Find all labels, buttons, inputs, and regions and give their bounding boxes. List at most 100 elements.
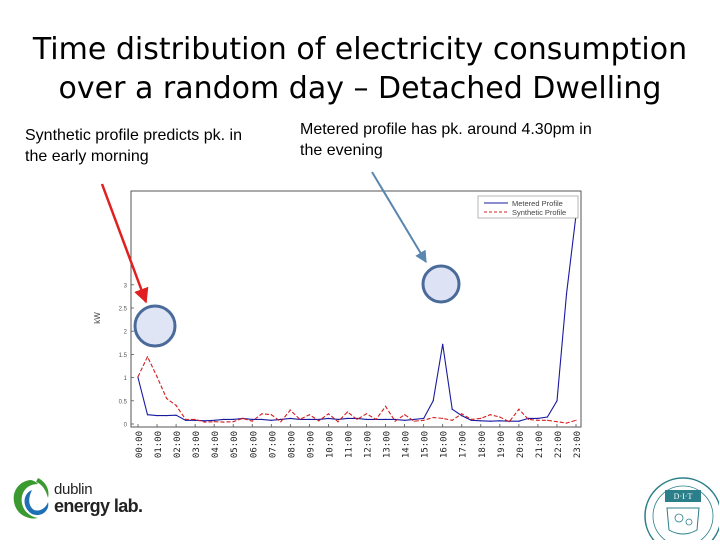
metered-point-1 bbox=[146, 414, 149, 416]
synthetic-point-7 bbox=[204, 421, 206, 423]
y-tick-label-4: 2 bbox=[124, 330, 128, 336]
x-tick-label-6: 06:00 bbox=[249, 431, 259, 458]
metered-point-33 bbox=[451, 408, 453, 410]
metered-point-27 bbox=[394, 418, 396, 420]
x-tick-label-2: 02:00 bbox=[173, 431, 183, 458]
synthetic-point-28 bbox=[404, 414, 406, 416]
metered-point-45 bbox=[565, 293, 568, 295]
synthetic-point-4 bbox=[175, 404, 177, 406]
synthetic-point-35 bbox=[470, 418, 472, 420]
x-tick-label-5: 05:00 bbox=[230, 431, 240, 458]
synthetic-point-15 bbox=[280, 421, 282, 423]
synthetic-point-33 bbox=[451, 419, 453, 421]
x-tick-label-17: 17:00 bbox=[459, 431, 469, 458]
metered-point-44 bbox=[556, 400, 558, 402]
y-tick-label-5: 2.5 bbox=[119, 307, 128, 313]
synthetic-point-2 bbox=[156, 376, 158, 378]
synthetic-point-43 bbox=[546, 419, 549, 421]
synthetic-point-13 bbox=[261, 413, 263, 415]
metered-point-35 bbox=[470, 419, 472, 421]
metered-point-7 bbox=[204, 420, 206, 422]
synthetic-point-1 bbox=[146, 356, 149, 358]
series-layer bbox=[137, 214, 577, 424]
metered-point-20 bbox=[327, 417, 329, 419]
metered-point-16 bbox=[289, 417, 291, 419]
synthetic-point-25 bbox=[375, 418, 377, 420]
slide-title: Time distribution of electricity consump… bbox=[32, 32, 688, 106]
annotation-synthetic-peak: Synthetic profile predicts pk. in the ea… bbox=[25, 127, 242, 165]
legend-box bbox=[477, 195, 579, 219]
metered-point-26 bbox=[385, 418, 387, 420]
y-tick-label-0: 0 bbox=[124, 423, 128, 429]
synthetic-point-20 bbox=[327, 413, 329, 415]
metered-point-29 bbox=[413, 418, 415, 420]
dublin-energy-lab-logo: dublin energy lab. bbox=[8, 474, 148, 528]
metered-point-34 bbox=[461, 415, 463, 417]
x-tick-label-1: 01:00 bbox=[154, 431, 164, 458]
synthetic-point-5 bbox=[185, 418, 187, 420]
x-tick-label-9: 09:00 bbox=[306, 431, 316, 458]
chart-legend: Metered Profile Synthetic Profile bbox=[477, 195, 579, 219]
synthetic-point-34 bbox=[461, 413, 463, 415]
synthetic-point-17 bbox=[299, 418, 301, 420]
synthetic-point-44 bbox=[556, 421, 558, 423]
y-tick-label-3: 1.5 bbox=[119, 353, 128, 359]
x-tick-label-11: 11:00 bbox=[344, 431, 354, 458]
y-tick-label-1: 0.5 bbox=[119, 399, 128, 405]
synthetic-point-30 bbox=[423, 419, 425, 421]
synthetic-point-39 bbox=[508, 421, 510, 423]
x-tick-label-19: 19:00 bbox=[497, 431, 507, 458]
x-tick-label-3: 03:00 bbox=[192, 431, 202, 458]
synthetic-point-10 bbox=[232, 421, 234, 423]
metered-point-18 bbox=[308, 418, 310, 420]
y-axis: 0 0.5 1 1.5 2 2.5 3 bbox=[119, 283, 134, 429]
synthetic-point-22 bbox=[346, 411, 349, 413]
metered-point-10 bbox=[232, 418, 234, 420]
synthetic-point-21 bbox=[337, 421, 339, 423]
x-tick-label-14: 14:00 bbox=[402, 431, 412, 458]
x-tick-label-0: 00:00 bbox=[135, 431, 145, 458]
x-tick-label-21: 21:00 bbox=[535, 431, 545, 458]
synthetic-point-12 bbox=[251, 420, 253, 422]
x-tick-label-8: 08:00 bbox=[287, 431, 297, 458]
logo-text-dublin: dublin bbox=[54, 481, 93, 498]
x-tick-label-22: 22:00 bbox=[554, 431, 564, 458]
x-tick-label-23: 23:00 bbox=[573, 431, 583, 458]
synthetic-point-11 bbox=[242, 417, 244, 419]
y-axis-label: kW bbox=[93, 312, 102, 324]
metered-point-21 bbox=[337, 418, 339, 420]
metered-point-22 bbox=[346, 417, 349, 419]
dit-seal: D·I·T bbox=[635, 468, 720, 545]
x-tick-label-12: 12:00 bbox=[364, 431, 374, 458]
metered-point-37 bbox=[489, 420, 491, 422]
metered-point-28 bbox=[404, 419, 406, 421]
synthetic-point-36 bbox=[480, 417, 482, 419]
x-tick-label-7: 07:00 bbox=[268, 431, 278, 458]
metered-point-0 bbox=[137, 377, 139, 379]
x-tick-label-15: 15:00 bbox=[421, 431, 431, 458]
synthetic-point-23 bbox=[356, 418, 358, 420]
metered-point-3 bbox=[166, 415, 168, 417]
metered-peak-highlight bbox=[421, 264, 461, 304]
metered-point-42 bbox=[537, 417, 539, 419]
x-tick-label-18: 18:00 bbox=[478, 431, 488, 458]
dit-seal-icon: D·I·T bbox=[644, 477, 720, 545]
metered-point-38 bbox=[499, 420, 501, 422]
metered-point-13 bbox=[261, 418, 263, 420]
metered-point-4 bbox=[175, 414, 177, 416]
metered-point-15 bbox=[280, 418, 282, 420]
metered-point-9 bbox=[223, 418, 225, 420]
synthetic-point-3 bbox=[166, 397, 168, 400]
metered-point-32 bbox=[442, 343, 444, 345]
metered-point-8 bbox=[213, 419, 215, 421]
synthetic-point-27 bbox=[394, 420, 396, 422]
synthetic-point-9 bbox=[223, 421, 225, 423]
synthetic-point-0 bbox=[137, 376, 139, 378]
synthetic-point-19 bbox=[318, 420, 320, 422]
metered-peak-arrow bbox=[371, 171, 427, 264]
synthetic-peak-highlight bbox=[133, 304, 177, 348]
metered-point-19 bbox=[318, 418, 320, 420]
synthetic-point-42 bbox=[537, 419, 539, 421]
synthetic-point-37 bbox=[489, 414, 491, 416]
